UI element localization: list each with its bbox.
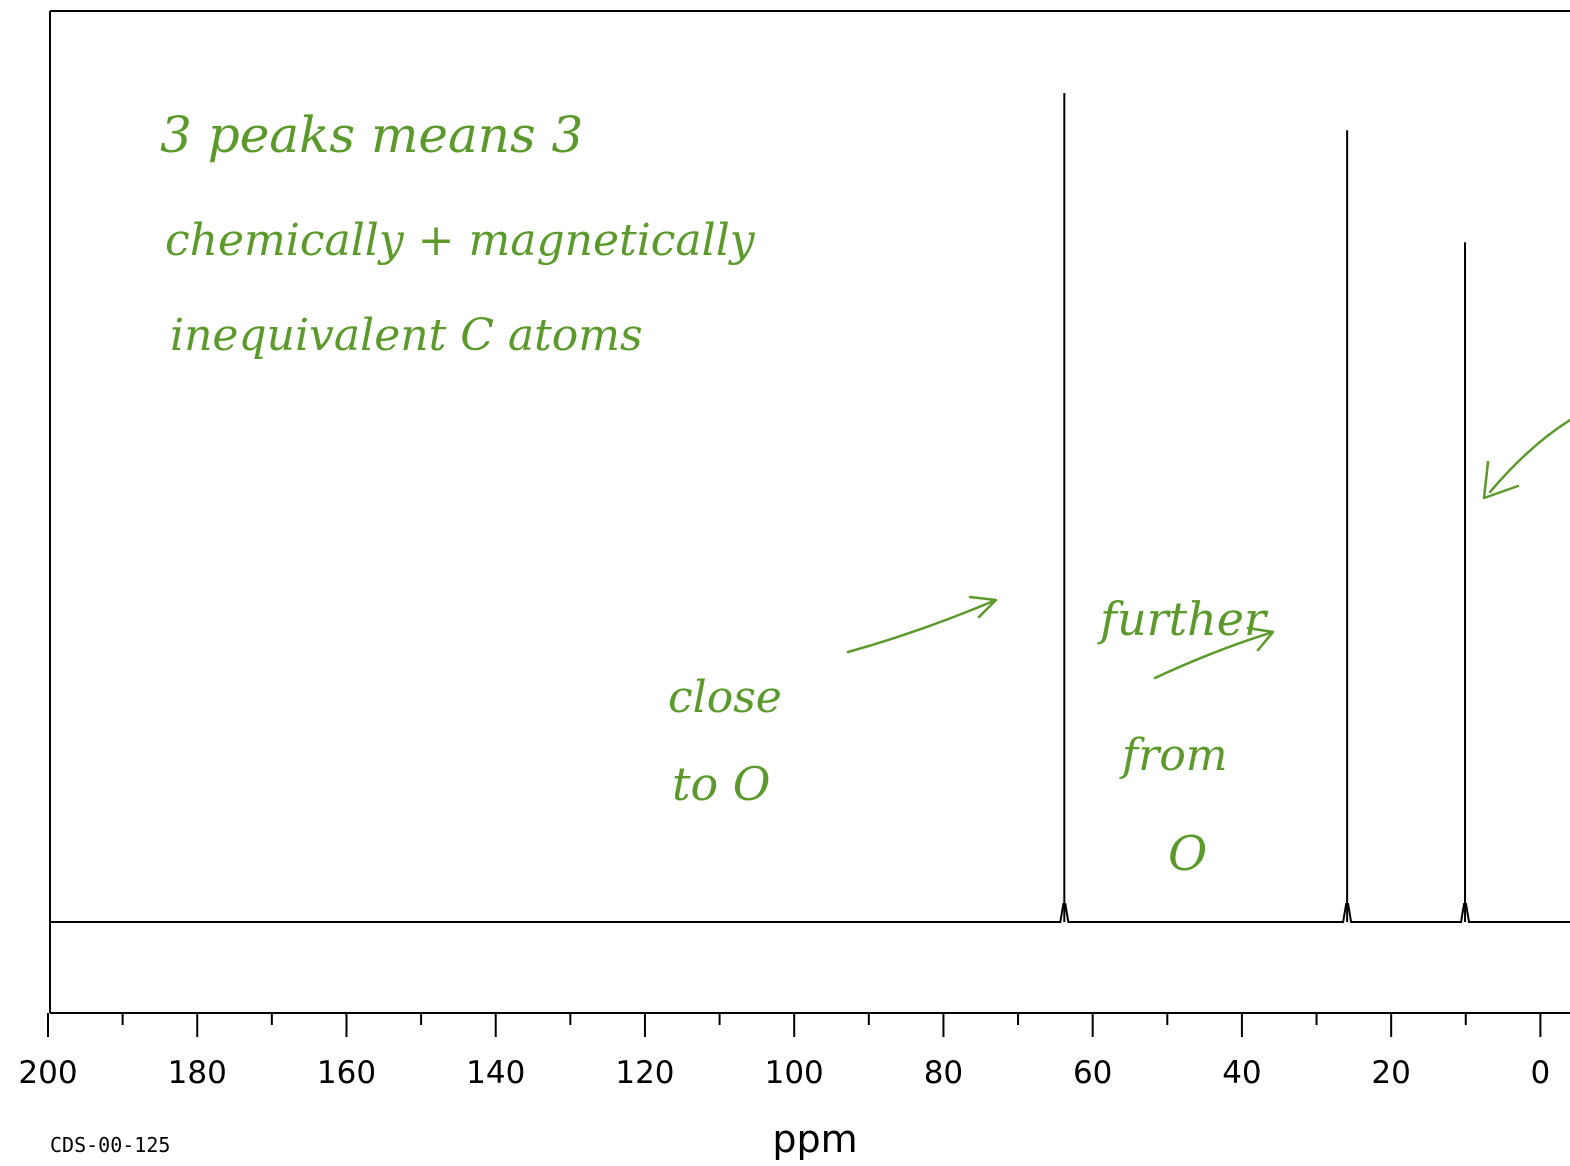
tick-label: 100 xyxy=(765,1055,824,1091)
peak-lines xyxy=(1063,93,1467,922)
spectrum-trace xyxy=(50,903,1570,923)
further-note-line-1: further xyxy=(1097,592,1269,646)
tick-label: 160 xyxy=(317,1055,376,1091)
handwritten-notes: 3 peaks means 3 chemically + magneticall… xyxy=(160,106,1570,882)
note-line-2: chemically + magnetically xyxy=(165,215,756,266)
further-note-line-2: from xyxy=(1119,730,1228,781)
tick-label: 0 xyxy=(1531,1055,1551,1091)
edge-arrow-icon xyxy=(1482,418,1570,500)
note-line-1: 3 peaks means 3 xyxy=(160,106,583,164)
tick-label: 140 xyxy=(466,1055,525,1091)
further-note-line-3: O xyxy=(1168,826,1207,882)
spectrum-id: CDS-00-125 xyxy=(50,1133,170,1157)
close-note-line-2: to O xyxy=(672,757,771,811)
tick-label: 40 xyxy=(1222,1055,1261,1091)
tick-label: 20 xyxy=(1371,1055,1410,1091)
x-axis-ticks xyxy=(47,1013,1542,1037)
close-arrow-icon xyxy=(846,595,998,654)
tick-label: 80 xyxy=(924,1055,963,1091)
tick-label: 60 xyxy=(1073,1055,1112,1091)
close-note-line-1: close xyxy=(668,672,782,723)
note-line-3: inequivalent C atoms xyxy=(170,310,643,361)
tick-label: 180 xyxy=(168,1055,227,1091)
further-arrow-icon xyxy=(1153,626,1275,680)
tick-label: 120 xyxy=(615,1055,674,1091)
x-axis-label: ppm xyxy=(772,1117,857,1161)
x-axis-tick-labels: 200 180 160 140 120 100 80 60 40 20 0 xyxy=(18,1055,1550,1091)
tick-label: 200 xyxy=(18,1055,77,1091)
